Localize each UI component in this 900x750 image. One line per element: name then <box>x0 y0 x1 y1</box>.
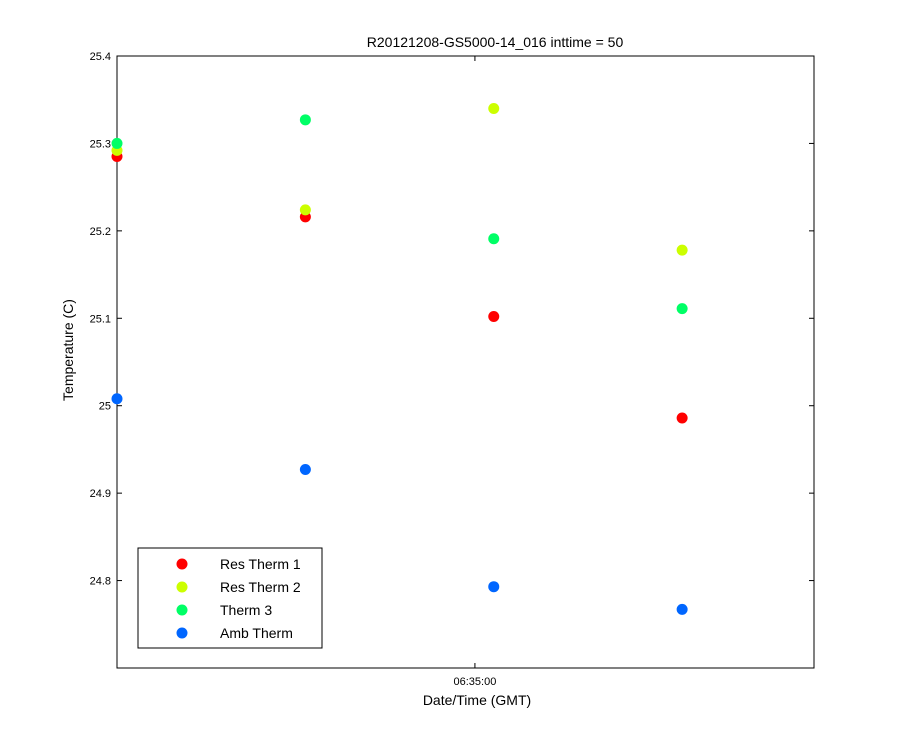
legend-box <box>137 547 323 649</box>
data-point <box>676 412 688 424</box>
data-point <box>488 311 500 323</box>
data-point <box>488 102 500 114</box>
y-tick-label: 24.9 <box>90 488 111 500</box>
legend-marker <box>176 558 188 570</box>
data-point <box>299 464 311 476</box>
data-point <box>676 603 688 615</box>
legend-label: Res Therm 2 <box>220 579 301 595</box>
legend-label: Amb Therm <box>220 625 293 641</box>
data-point <box>676 244 688 256</box>
x-tick-label: 06:35:00 <box>454 676 497 688</box>
data-point <box>676 303 688 315</box>
y-tick-label: 24.8 <box>90 576 111 588</box>
y-axis-ticks: 24.8 24.9 25 25.1 25.2 25.3 25.4 <box>90 51 814 588</box>
legend-marker <box>176 627 188 639</box>
data-point <box>299 204 311 216</box>
y-tick-label: 25 <box>99 401 111 413</box>
x-axis-title: Date/Time (GMT) <box>423 692 531 708</box>
legend-marker <box>176 604 188 616</box>
data-point <box>488 233 500 245</box>
y-tick-label: 25.2 <box>90 226 111 238</box>
legend-marker <box>176 581 188 593</box>
data-point <box>488 581 500 593</box>
legend-label: Therm 3 <box>220 602 272 618</box>
chart-title: R20121208-GS5000-14_016 inttime = 50 <box>367 34 624 50</box>
legend: Res Therm 1 Res Therm 2 Therm 3 Amb Therm <box>137 547 323 649</box>
series-amb-therm <box>111 393 688 615</box>
data-point <box>111 137 123 149</box>
data-points <box>111 102 688 615</box>
y-tick-label: 25.1 <box>90 313 111 325</box>
legend-label: Res Therm 1 <box>220 556 301 572</box>
y-tick-label: 25.3 <box>90 138 111 150</box>
series-res-therm-2 <box>111 102 688 256</box>
x-axis-ticks: 06:35:00 <box>454 56 497 688</box>
data-point <box>299 114 311 126</box>
y-tick-label: 25.4 <box>90 51 111 63</box>
data-point <box>111 393 123 405</box>
y-axis-title: Temperature (C) <box>60 299 76 401</box>
series-therm-3 <box>111 114 688 315</box>
